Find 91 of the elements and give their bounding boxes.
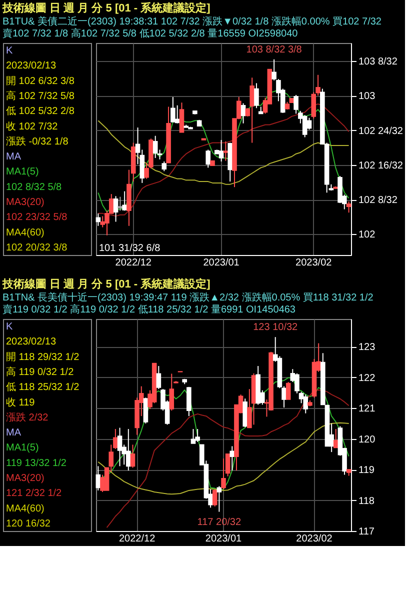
candlestick bbox=[169, 373, 174, 412]
text: 漲跌 -0/32 1/8 bbox=[6, 135, 69, 148]
text: 102 8/32 5/8 bbox=[6, 182, 62, 193]
text: MA bbox=[6, 428, 22, 439]
text: 119 13/32 1/2 bbox=[6, 458, 67, 469]
candlestick bbox=[96, 212, 101, 226]
text: 102 23/32 5/8 bbox=[6, 212, 68, 224]
candlestick bbox=[122, 190, 127, 212]
y-tick-label: 102 bbox=[358, 230, 376, 241]
candlestick bbox=[240, 102, 246, 124]
y-tick-label: 102 16/32 bbox=[358, 160, 404, 172]
annotation: 123 10/32 bbox=[253, 322, 298, 334]
text: 102 20/32 3/8 bbox=[6, 242, 68, 254]
y-tick-label: 121 bbox=[358, 404, 376, 415]
text: MA1(5) bbox=[6, 166, 39, 178]
text: B1TU& 美債二近一(2303) 19:38:31 102 7/32 漲跌▼0/32 1/8 漲跌幅0.00% 買102 7/32 bbox=[2, 16, 382, 28]
text: 2023/02/13 bbox=[6, 60, 56, 72]
candlestick bbox=[143, 397, 148, 424]
candlestick bbox=[286, 381, 291, 400]
text: 2023/02/13 bbox=[6, 336, 56, 348]
text: K bbox=[6, 322, 13, 333]
text: 開 118 29/32 1/2 bbox=[6, 352, 80, 363]
candlestick bbox=[216, 486, 222, 512]
candlestick bbox=[346, 201, 352, 214]
text: 開 102 6/32 3/8 bbox=[6, 76, 75, 87]
text: MA3(20) bbox=[6, 197, 44, 208]
x-tick-label: 2022/12 bbox=[118, 534, 156, 544]
y-tick-label: 102 24/32 bbox=[358, 126, 404, 137]
annotation: 117 20/32 bbox=[197, 516, 242, 528]
x-tick-label: 2023/01 bbox=[205, 534, 242, 544]
text: K bbox=[6, 46, 13, 57]
candlestick bbox=[212, 488, 218, 507]
candlestick bbox=[206, 149, 211, 168]
candlestick bbox=[221, 458, 226, 490]
text: 收 102 7/32 bbox=[6, 121, 58, 132]
annotation: 101 31/32 6/8 bbox=[99, 243, 161, 254]
text: 收 119 bbox=[6, 397, 36, 408]
candlestick bbox=[190, 428, 196, 444]
y-tick-label: 119 bbox=[358, 465, 375, 476]
text: MA4(60) bbox=[6, 503, 44, 514]
text: 賣102 7/32 1/8 高102 7/32 5/8 低102 5/32 2/8 量16559 OI2598040 bbox=[2, 28, 298, 40]
line-series bbox=[98, 422, 350, 495]
x-tick-label: 2023/01 bbox=[203, 258, 240, 268]
line-series bbox=[106, 389, 350, 528]
text: 低 118 25/32 1/2 bbox=[6, 382, 80, 394]
candlestick bbox=[302, 114, 308, 138]
chart-title: 技術線圖 日 週 月 分 5 [01 - 系統建議設定] bbox=[2, 278, 211, 290]
text: MA bbox=[6, 152, 22, 163]
x-tick-label: 2022/12 bbox=[115, 258, 152, 268]
candlestick bbox=[170, 96, 176, 122]
chart-title: 技術線圖 日 週 月 分 5 [01 - 系統建議設定] bbox=[2, 2, 211, 14]
candlestick bbox=[230, 446, 235, 471]
text: 121 2/32 1/2 bbox=[6, 488, 62, 500]
text: MA4(60) bbox=[6, 227, 44, 238]
text: MA3(20) bbox=[6, 473, 44, 484]
candlestick bbox=[130, 444, 136, 468]
text: MA1(5) bbox=[6, 442, 39, 454]
y-tick-label: 117 bbox=[358, 526, 375, 538]
annotation: 103 8/32 3/8 bbox=[246, 44, 302, 56]
y-tick-label: 120 bbox=[358, 434, 376, 446]
text: 漲跌 2/32 bbox=[6, 411, 49, 424]
text: 120 16/32 bbox=[6, 518, 51, 530]
text: B1TN& 長美債十近一(2303) 19:39:47 119 漲跌▲2/32 漲跌幅0.05% 買118 31/32 1/2 bbox=[2, 292, 374, 304]
candlestick bbox=[118, 196, 123, 212]
candlestick bbox=[113, 196, 118, 222]
candlestick bbox=[250, 77, 254, 144]
candlestick bbox=[303, 394, 308, 414]
candlestick bbox=[195, 428, 200, 442]
text: 高 102 7/32 5/8 bbox=[6, 90, 75, 102]
x-tick-label: 2023/02 bbox=[296, 258, 332, 268]
text: 高 119 0/32 1/2 bbox=[6, 366, 74, 378]
y-tick-label: 103 8/32 bbox=[358, 56, 398, 68]
candlestick bbox=[223, 140, 228, 162]
candlestick bbox=[333, 428, 338, 448]
y-tick-label: 123 bbox=[358, 342, 376, 354]
candlestick bbox=[179, 102, 184, 133]
text: 賣119 0/32 1/2 高119 0/32 1/2 低118 25/32 1/2 量6991 OI1450463 bbox=[2, 304, 296, 316]
candlestick bbox=[162, 160, 167, 172]
y-tick-label: 118 bbox=[358, 496, 375, 507]
y-tick-label: 122 bbox=[358, 372, 376, 384]
candlestick bbox=[174, 104, 180, 124]
candlestick bbox=[254, 82, 259, 109]
y-tick-label: 102 8/32 bbox=[358, 195, 398, 206]
text: 低 102 5/32 2/8 bbox=[6, 106, 75, 118]
candlestick bbox=[186, 386, 192, 417]
line-series bbox=[98, 120, 350, 185]
candlestick bbox=[218, 139, 224, 162]
y-tick-label: 103 bbox=[358, 91, 376, 102]
x-tick-label: 2023/02 bbox=[296, 534, 333, 544]
candlestick bbox=[152, 135, 158, 159]
candlestick bbox=[117, 427, 122, 467]
